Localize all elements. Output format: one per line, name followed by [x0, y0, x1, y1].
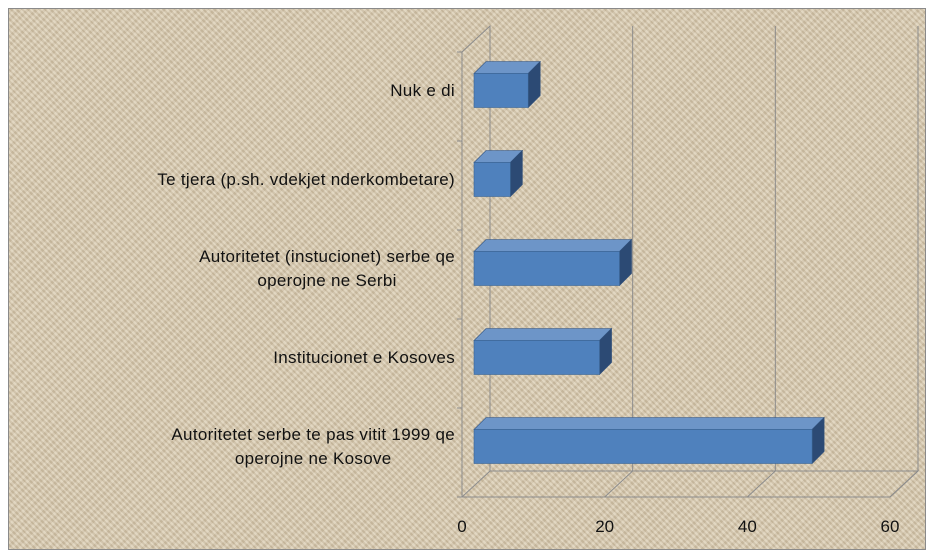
bar: [473, 429, 813, 464]
floor-grid-line: [889, 470, 919, 498]
bar: [473, 73, 529, 108]
bar-top: [473, 328, 613, 341]
floor-grid-line: [604, 470, 634, 498]
bar: [473, 251, 620, 286]
category-label: Autoritetet (instucionet) serbe qe opero…: [199, 246, 455, 290]
bar-top: [473, 417, 825, 430]
bar: [473, 162, 511, 197]
x-tick-label: 40: [738, 517, 757, 536]
category-label: Autoritetet serbe te pas vitit 1999 qe o…: [171, 424, 455, 468]
x-tick-label: 0: [457, 517, 466, 536]
category-label: Institucionet e Kosoves: [273, 347, 455, 367]
chart-frame: [8, 8, 926, 550]
floor: [462, 470, 920, 498]
floor-grid-line: [746, 470, 776, 498]
x-tick-label: 60: [881, 517, 900, 536]
category-label: Te tjera (p.sh. vdekjet nderkombetare): [157, 169, 455, 189]
x-tick-label: 20: [595, 517, 614, 536]
floor-grid-line: [461, 470, 491, 498]
bar-top: [473, 239, 633, 252]
category-label: Nuk e di: [390, 80, 455, 100]
bar: [473, 340, 600, 375]
